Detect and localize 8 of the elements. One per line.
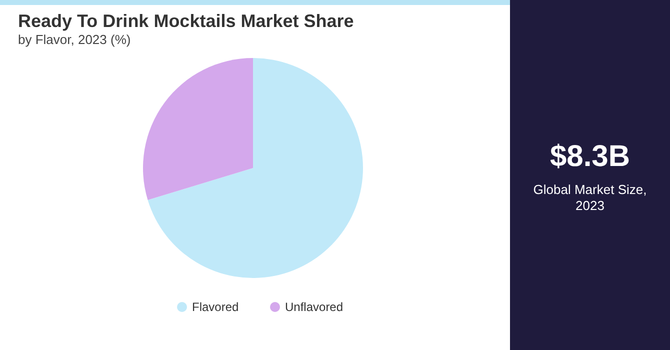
legend-label: Unflavored: [285, 300, 344, 314]
pie-slice: [148, 58, 363, 278]
text: $8.3B: [548, 140, 632, 174]
pie-slice: [143, 58, 253, 200]
chart-title: Ready To Drink Mocktails Market Share: [18, 11, 354, 31]
chart-subtitle: by Flavor, 2023 (%): [18, 32, 131, 47]
legend-label: Flavored: [192, 300, 239, 314]
text: Global Market Size, 2023: [532, 182, 648, 214]
